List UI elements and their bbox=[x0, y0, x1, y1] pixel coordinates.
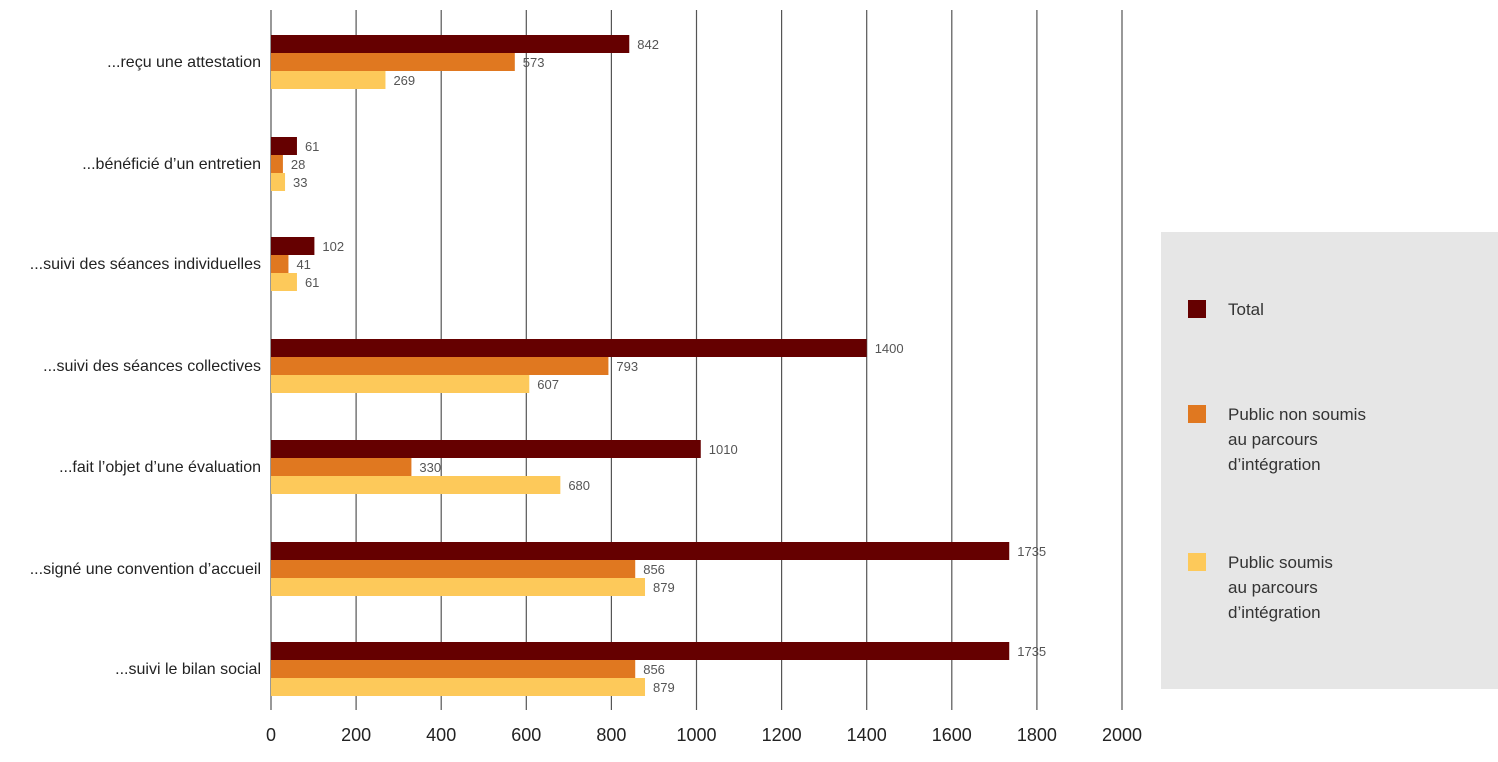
x-axis-ticks: 0 200 400 600 800 1000 1200 1400 1600 1800 2000 bbox=[266, 725, 1142, 745]
x-tick-label-1200: 1200 bbox=[762, 725, 802, 745]
bar-1-1 bbox=[271, 35, 630, 53]
value-label-3-1: 269 bbox=[393, 73, 415, 88]
legend-label-3-line-2: au parcours bbox=[1228, 578, 1318, 597]
bar-3-1 bbox=[271, 71, 386, 89]
value-label-2-4: 793 bbox=[616, 359, 638, 374]
bar-2-6 bbox=[271, 560, 636, 578]
legend-label-1-line-1: Total bbox=[1228, 300, 1264, 319]
bar-1-6 bbox=[271, 542, 1010, 560]
value-label-3-3: 61 bbox=[305, 275, 319, 290]
bar-1-5 bbox=[271, 440, 701, 458]
bar-3-4 bbox=[271, 375, 530, 393]
value-label-2-6: 856 bbox=[643, 562, 665, 577]
value-label-1-4: 1400 bbox=[875, 341, 904, 356]
bar-2-2 bbox=[271, 155, 283, 173]
bar-3-2 bbox=[271, 173, 286, 191]
bar-3-5 bbox=[271, 476, 561, 494]
legend-label-2-line-2: au parcours bbox=[1228, 430, 1318, 449]
x-tick-label-0: 0 bbox=[266, 725, 276, 745]
category-label-2: ...bénéficié d’un entretien bbox=[82, 156, 261, 173]
value-label-1-5: 1010 bbox=[709, 442, 738, 457]
x-tick-label-800: 800 bbox=[596, 725, 626, 745]
value-label-2-2: 28 bbox=[291, 157, 305, 172]
category-labels: ...reçu une attestation ...bénéficié d’un… bbox=[30, 54, 261, 678]
bar-3-6 bbox=[271, 578, 646, 596]
x-tick-label-200: 200 bbox=[341, 725, 371, 745]
value-label-1-1: 842 bbox=[637, 37, 659, 52]
legend-label-2-line-1: Public non soumis bbox=[1228, 405, 1366, 424]
bar-2-4 bbox=[271, 357, 609, 375]
bar-1-7 bbox=[271, 642, 1010, 660]
legend-swatch-2 bbox=[1188, 405, 1206, 423]
x-tick-label-1400: 1400 bbox=[847, 725, 887, 745]
bar-2-3 bbox=[271, 255, 289, 273]
x-tick-label-1600: 1600 bbox=[932, 725, 972, 745]
value-label-2-3: 41 bbox=[296, 257, 310, 272]
category-label-1: ...reçu une attestation bbox=[107, 54, 261, 71]
x-tick-label-600: 600 bbox=[511, 725, 541, 745]
value-label-3-6: 879 bbox=[653, 580, 675, 595]
bar-3-7 bbox=[271, 678, 646, 696]
bar-1-4 bbox=[271, 339, 867, 357]
category-label-3: ...suivi des séances individuelles bbox=[30, 256, 261, 273]
value-label-3-4: 607 bbox=[537, 377, 559, 392]
x-tick-label-1800: 1800 bbox=[1017, 725, 1057, 745]
bars: 8425732696128331024161140079360710103306… bbox=[271, 35, 1046, 696]
x-tick-label-2000: 2000 bbox=[1102, 725, 1142, 745]
legend-swatch-1 bbox=[1188, 300, 1206, 318]
bar-2-7 bbox=[271, 660, 636, 678]
value-label-1-7: 1735 bbox=[1017, 644, 1046, 659]
value-label-3-2: 33 bbox=[293, 175, 307, 190]
x-tick-label-400: 400 bbox=[426, 725, 456, 745]
grid-lines bbox=[270, 10, 1123, 710]
category-label-6: ...signé une convention d’accueil bbox=[30, 561, 261, 578]
value-label-3-5: 680 bbox=[568, 478, 590, 493]
category-label-4: ...suivi des séances collectives bbox=[43, 358, 261, 375]
value-label-2-5: 330 bbox=[419, 460, 441, 475]
value-label-2-1: 573 bbox=[523, 55, 545, 70]
bar-1-2 bbox=[271, 137, 297, 155]
legend: Total Public non soumis au parcours d’intég… bbox=[1161, 232, 1498, 689]
x-tick-label-1000: 1000 bbox=[676, 725, 716, 745]
value-label-2-7: 856 bbox=[643, 662, 665, 677]
bar-1-3 bbox=[271, 237, 315, 255]
legend-swatch-3 bbox=[1188, 553, 1206, 571]
bar-2-5 bbox=[271, 458, 412, 476]
legend-label-3-line-3: d’intégration bbox=[1228, 603, 1321, 622]
category-label-5: ...fait l’objet d’une évaluation bbox=[59, 459, 261, 476]
category-label-7: ...suivi le bilan social bbox=[115, 661, 261, 678]
value-label-1-2: 61 bbox=[305, 139, 319, 154]
legend-background bbox=[1161, 232, 1498, 689]
bar-3-3 bbox=[271, 273, 297, 291]
bar-2-1 bbox=[271, 53, 515, 71]
value-label-1-6: 1735 bbox=[1017, 544, 1046, 559]
legend-label-3-line-1: Public soumis bbox=[1228, 553, 1333, 572]
value-label-3-7: 879 bbox=[653, 680, 675, 695]
legend-label-2-line-3: d’intégration bbox=[1228, 455, 1321, 474]
value-label-1-3: 102 bbox=[322, 239, 344, 254]
legend-items: Total Public non soumis au parcours d’intég… bbox=[1188, 300, 1366, 622]
